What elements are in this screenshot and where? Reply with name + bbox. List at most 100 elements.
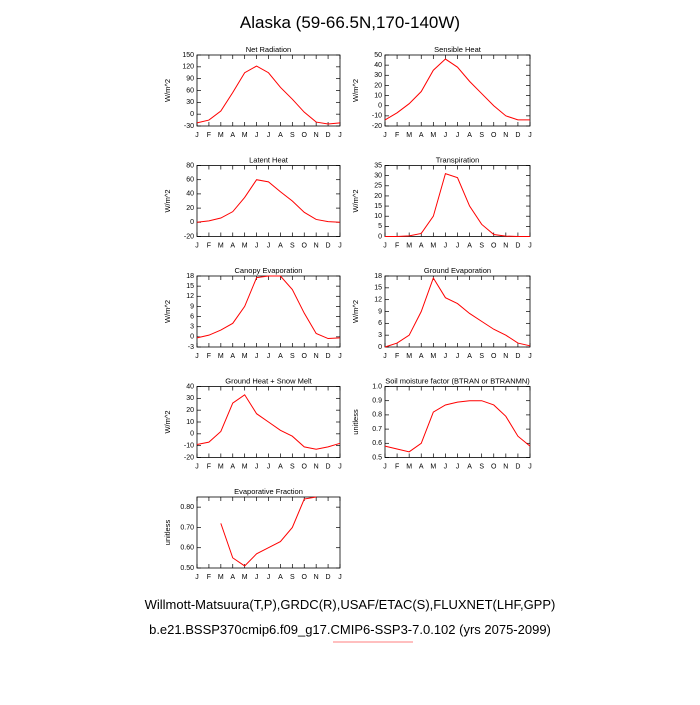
y-axis-label: unitless	[163, 520, 172, 546]
y-tick-label: 0	[378, 344, 382, 351]
data-line	[196, 275, 341, 340]
x-tick-label: A	[467, 353, 472, 360]
figure-title: Alaska (59-66.5N,170-140W)	[240, 13, 460, 32]
x-tick-label: D	[326, 353, 331, 360]
x-tick-label: F	[395, 463, 399, 470]
x-tick-label: O	[491, 463, 497, 470]
x-tick-label: D	[326, 242, 331, 249]
y-tick-label: 90	[186, 76, 194, 83]
x-tick-label: F	[207, 242, 211, 249]
x-tick-label: J	[383, 132, 387, 139]
plot-frame	[196, 54, 341, 127]
y-tick-label: 80	[186, 162, 194, 169]
x-tick-label: A	[467, 132, 472, 139]
plot-frame	[384, 386, 531, 458]
x-tick-label: A	[278, 132, 283, 139]
y-tick-label: -20	[372, 123, 382, 130]
x-tick-label: A	[230, 574, 235, 581]
x-tick-label: O	[491, 353, 497, 360]
y-tick-label: 25	[374, 183, 382, 190]
x-tick-label: A	[230, 242, 235, 249]
data-line	[196, 65, 341, 125]
y-tick-label: 50	[374, 52, 382, 59]
x-tick-label: S	[479, 463, 484, 470]
y-axis-label: W/m^2	[351, 300, 360, 323]
y-tick-label: 9	[190, 303, 194, 310]
x-tick-label: J	[255, 574, 259, 581]
x-tick-label: J	[383, 242, 387, 249]
x-tick-label: J	[383, 463, 387, 470]
y-tick-label: 0.6	[372, 440, 382, 447]
x-tick-label: J	[267, 132, 271, 139]
y-tick-label: 0.80	[180, 504, 194, 511]
x-tick-label: M	[218, 353, 224, 360]
data-line	[384, 276, 531, 348]
plot-frame	[196, 496, 341, 569]
x-tick-label: D	[326, 132, 331, 139]
x-tick-label: A	[419, 242, 424, 249]
x-tick-label: M	[406, 242, 412, 249]
y-tick-label: 0	[190, 431, 194, 438]
x-tick-label: N	[503, 463, 508, 470]
x-tick-label: A	[278, 353, 283, 360]
y-tick-label: 30	[374, 72, 382, 79]
x-tick-label: A	[419, 353, 424, 360]
y-tick-label: 20	[186, 407, 194, 414]
y-tick-label: 40	[186, 191, 194, 198]
x-tick-label: A	[230, 353, 235, 360]
x-tick-label: J	[338, 132, 342, 139]
x-tick-label: O	[302, 132, 308, 139]
y-axis-label: W/m^2	[163, 189, 172, 212]
x-tick-label: J	[255, 353, 259, 360]
panel-title: Ground Heat + Snow Melt	[225, 377, 312, 386]
y-tick-label: 0	[190, 219, 194, 226]
y-tick-label: -10	[184, 443, 194, 450]
x-tick-label: M	[430, 242, 436, 249]
y-tick-label: 0.70	[180, 524, 194, 531]
y-axis-label: W/m^2	[163, 410, 172, 433]
y-tick-label: 15	[186, 283, 194, 290]
y-tick-label: 9	[378, 308, 382, 315]
y-tick-label: 0.5	[372, 454, 382, 461]
x-tick-label: J	[456, 463, 460, 470]
x-tick-label: A	[278, 463, 283, 470]
x-tick-label: S	[479, 353, 484, 360]
y-tick-label: 30	[186, 395, 194, 402]
y-tick-label: 6	[378, 320, 382, 327]
x-tick-label: N	[314, 242, 319, 249]
y-tick-label: -10	[372, 113, 382, 120]
x-tick-label: M	[218, 242, 224, 249]
x-tick-label: J	[338, 574, 342, 581]
x-tick-label: J	[338, 463, 342, 470]
y-tick-label: 6	[190, 313, 194, 320]
data-line	[220, 496, 317, 567]
x-tick-label: J	[267, 574, 271, 581]
x-tick-label: O	[302, 463, 308, 470]
x-tick-label: S	[479, 132, 484, 139]
y-tick-label: 1.0	[372, 383, 382, 390]
x-tick-label: F	[395, 242, 399, 249]
x-tick-label: N	[503, 132, 508, 139]
x-tick-label: A	[419, 132, 424, 139]
x-tick-label: J	[456, 132, 460, 139]
y-tick-label: 15	[374, 203, 382, 210]
y-axis-label: unitless	[351, 409, 360, 435]
data-line	[384, 400, 531, 453]
plot-frame	[196, 275, 341, 348]
x-tick-label: J	[255, 463, 259, 470]
x-tick-label: J	[267, 353, 271, 360]
x-tick-label: S	[290, 463, 295, 470]
x-tick-label: J	[444, 242, 448, 249]
x-tick-label: M	[242, 132, 248, 139]
x-tick-label: A	[419, 463, 424, 470]
data-line	[385, 172, 530, 237]
x-tick-label: A	[467, 463, 472, 470]
x-tick-label: J	[528, 132, 532, 139]
x-tick-label: J	[528, 242, 532, 249]
x-tick-label: J	[338, 242, 342, 249]
y-tick-label: 18	[186, 273, 194, 280]
x-tick-label: M	[242, 353, 248, 360]
x-tick-label: D	[515, 353, 520, 360]
x-tick-label: J	[338, 353, 342, 360]
x-tick-label: O	[302, 574, 308, 581]
